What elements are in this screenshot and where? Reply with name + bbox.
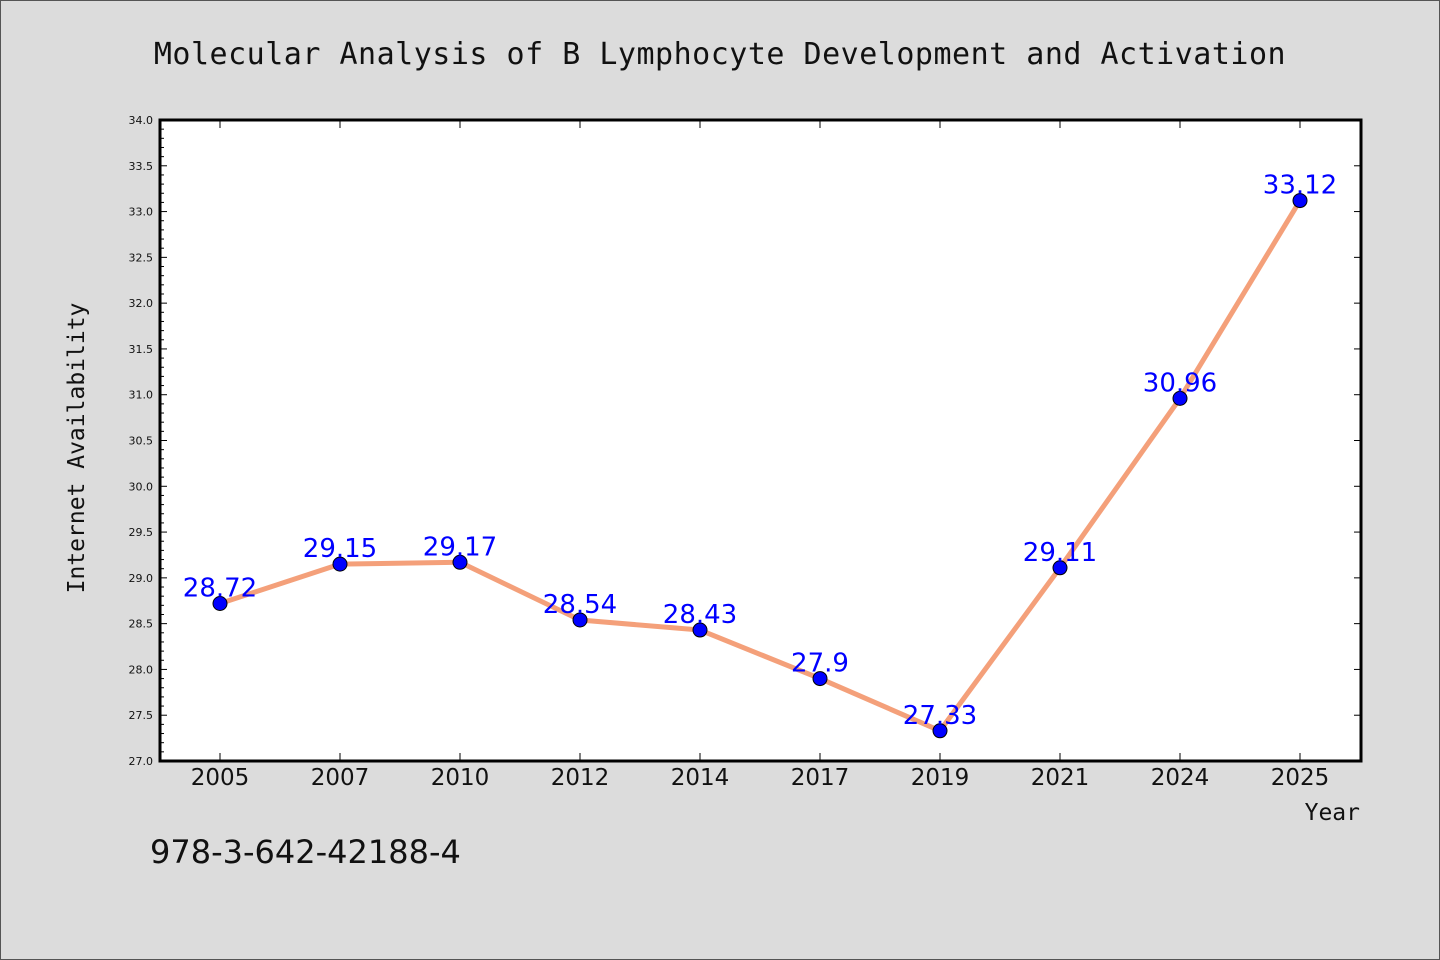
data-label: 29.11 [1023,538,1097,568]
series-line [219,199,1303,734]
data-point [1052,560,1068,576]
data-label: 29.17 [423,532,497,562]
x-tick-label: 2010 [431,765,490,791]
y-tick-label: 33.0 [129,206,154,219]
x-axis: 2005 2007 2010 2012 2014 2017 2019 2021 2024 2025 [191,120,1330,791]
chart-title: Molecular Analysis of B Lymphocyte Devel… [154,37,1286,72]
y-tick-label: 28.5 [129,618,154,631]
y-tick-label: 29.5 [129,526,154,539]
y-tick-label: 30.5 [129,435,154,448]
data-point [692,622,708,638]
data-labels: 28.72 29.15 29.17 28.54 28.43 27.9 27.33 29.11 3… [183,171,1337,731]
y-tick-label: 34.0 [129,114,154,127]
data-label: 33.12 [1263,171,1337,201]
isbn-text: 978-3-642-42188-4 [150,833,461,871]
data-point [452,554,468,570]
x-tick-label: 2024 [1151,765,1210,791]
data-label: 27.33 [903,701,977,731]
y-tick-label: 28.0 [129,663,154,676]
y-tick-label: 32.0 [129,297,154,310]
data-label: 30.96 [1143,368,1217,398]
x-tick-label: 2014 [671,765,730,791]
y-tick-label: 31.5 [129,343,154,356]
data-point [212,595,228,611]
x-tick-label: 2005 [191,765,250,791]
y-tick-label: 27.0 [129,755,154,768]
y-tick-label: 31.0 [129,389,154,402]
x-tick-label: 2025 [1271,765,1330,791]
x-tick-label: 2019 [911,765,970,791]
x-tick-label: 2021 [1031,765,1090,791]
x-tick-label: 2017 [791,765,850,791]
data-point [1172,390,1188,406]
y-axis: 27.0 27.5 28.0 28.5 29.0 29.5 30.0 30.5 31.0 31.5… [129,114,1361,768]
data-point [812,671,828,687]
data-point [932,723,948,739]
x-tick-label: 2012 [551,765,610,791]
data-label: 28.54 [543,590,617,620]
y-axis-label: Internet Availability [64,303,90,594]
data-label: 27.9 [791,649,849,679]
y-tick-label: 29.0 [129,572,154,585]
data-label: 28.72 [183,573,257,603]
data-point [1292,193,1308,209]
y-tick-label: 32.5 [129,251,154,264]
data-points [212,193,1308,739]
y-tick-label: 30.0 [129,480,154,493]
y-tick-label: 33.5 [129,160,154,173]
plot-area [158,118,1363,763]
data-point [572,612,588,628]
x-axis-label: Year [1305,800,1360,826]
data-label: 28.43 [663,600,737,630]
data-label: 29.15 [303,534,377,564]
x-tick-label: 2007 [311,765,370,791]
y-tick-label: 27.5 [129,709,154,722]
data-point [332,556,348,572]
